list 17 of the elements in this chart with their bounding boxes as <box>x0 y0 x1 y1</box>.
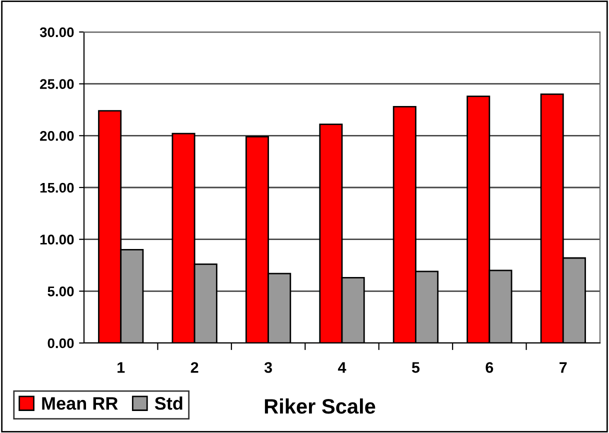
x-axis-title: Riker Scale <box>264 398 376 414</box>
y-tick-label: 10.00 <box>40 234 74 245</box>
x-tick-label: 6 <box>486 362 494 373</box>
x-tick-label: 3 <box>264 362 272 373</box>
x-tick-label: 7 <box>560 362 567 373</box>
y-tick-label: 30.00 <box>40 27 74 38</box>
y-tick-label: 0.00 <box>48 338 74 348</box>
x-tick-label: 2 <box>190 362 198 373</box>
x-tick-label: 4 <box>338 362 346 373</box>
x-tick-label: 5 <box>412 362 420 373</box>
y-tick-label: 15.00 <box>40 182 74 193</box>
y-tick-label: 20.00 <box>40 131 74 141</box>
legend-label: Mean RR <box>42 397 118 410</box>
y-tick-label: 5.00 <box>48 286 74 296</box>
y-tick-label: 25.00 <box>40 79 74 90</box>
x-tick-label: 1 <box>118 362 125 373</box>
legend-label: Std <box>154 396 182 410</box>
